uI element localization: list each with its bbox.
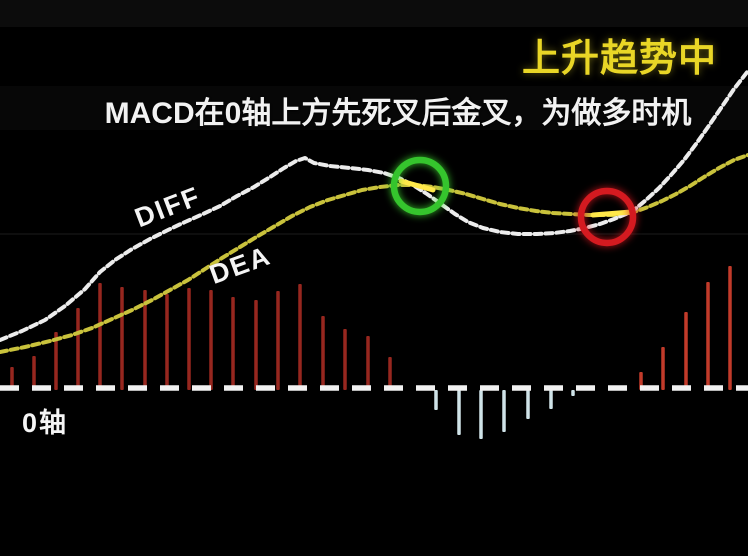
macd-histogram-bar-positive [388,357,392,390]
macd-histogram-bar-positive [298,284,302,390]
macd-histogram-bar-positive [54,332,58,390]
background-band [0,86,748,130]
macd-histogram-bar-negative [502,390,506,432]
macd-histogram-bar-positive [728,266,732,390]
macd-histogram-bar-positive [661,347,665,390]
macd-histogram-bar-positive [231,297,235,390]
macd-histogram-bar-positive [187,288,191,390]
macd-histogram-bar-positive [98,283,102,390]
macd-histogram-bar-positive [343,329,347,390]
macd-histogram-bar-positive [366,336,370,390]
cross-highlight-mark [398,178,436,193]
trend-status-label: 上升趋势中 [521,38,717,80]
macd-histogram-bar-positive [276,291,280,390]
macd-histogram-bar-negative [457,390,461,435]
macd-histogram-bar-positive [254,300,258,390]
macd-histogram-bar-negative [434,390,438,410]
macd-histogram-bar-positive [32,356,36,390]
death-cross-circle [390,156,450,216]
macd-histogram-bar-positive [165,294,169,390]
macd-histogram-bar-positive [76,308,80,390]
macd-histogram-bar-positive [684,312,688,390]
background-band [0,0,748,27]
macd-histogram-bar-positive [120,287,124,390]
cross-highlight-mark [590,209,634,218]
macd-histogram-bar-positive [321,316,325,390]
macd-histogram-bar-negative [479,390,483,439]
golden-cross-circle [577,187,637,247]
macd-histogram-bar-positive [10,367,14,390]
macd-histogram-bar-negative [549,390,553,409]
dea-line [0,153,748,354]
macd-histogram-bar-negative [571,390,575,396]
macd-histogram-bar-positive [209,290,213,390]
macd-histogram-bar-positive [706,282,710,390]
macd-histogram-bar-positive [143,290,147,390]
macd-histogram-bar-negative [526,390,530,419]
zero-axis-label: 0轴 [22,408,69,438]
lesson-headline: MACD在0轴上方先死叉后金叉，为做多时机 [104,97,692,130]
